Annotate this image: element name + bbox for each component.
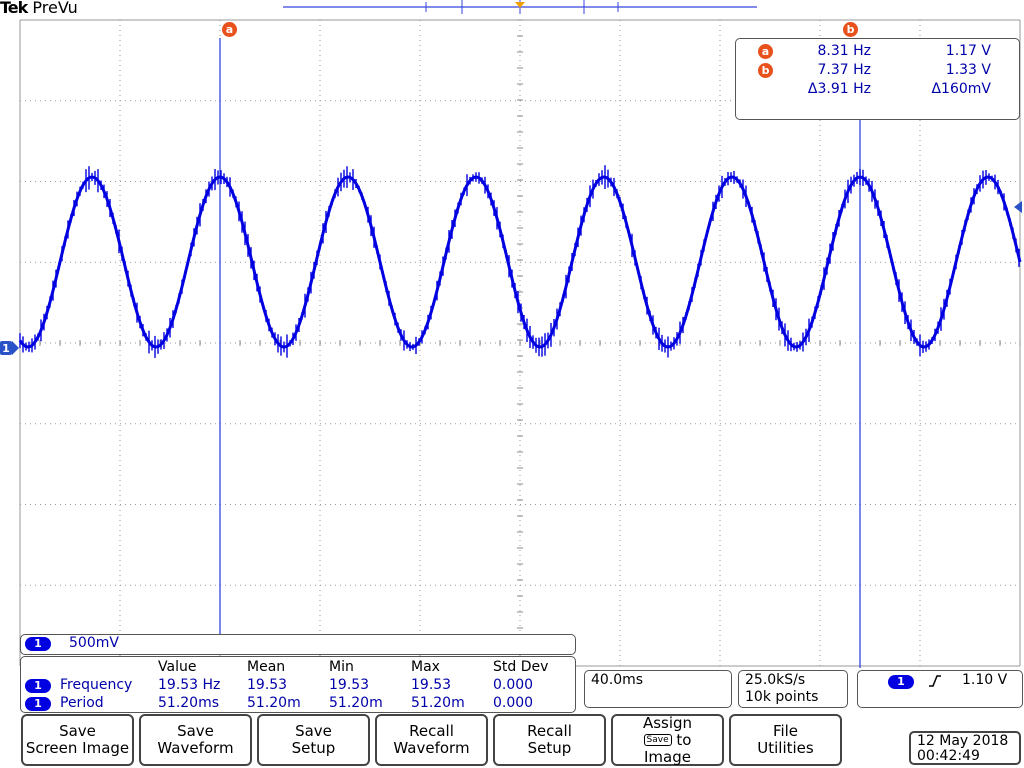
meas-row-1-max: 19.53 — [411, 677, 452, 693]
timebase-scale: 40.0ms — [591, 672, 644, 688]
meas-header-mean: Mean — [247, 659, 286, 675]
button-label: Assign — [642, 713, 693, 732]
button-label: File — [772, 722, 799, 740]
channel-scale-box[interactable]: 1 500mV — [20, 634, 576, 655]
cursor-a-voltage: 1.17 V — [945, 43, 991, 59]
mode-label: PreVu — [32, 0, 78, 17]
channel-scale-value: 500mV — [69, 635, 119, 651]
assign-save-to-image-button[interactable]: Assign Save to Image — [611, 714, 724, 766]
button-label: Waveform — [393, 739, 470, 757]
recall-setup-button[interactable]: Recall Setup — [493, 714, 606, 766]
sample-rate: 25.0kS/s — [745, 672, 806, 688]
meas-row-2-stddev: 0.000 — [493, 695, 534, 711]
cursor-a-marker[interactable]: a — [222, 22, 237, 37]
meas-row-2-mean: 51.20m — [247, 695, 301, 711]
cursor-delta-frequency: Δ3.91 Hz — [807, 81, 871, 97]
meas-header-min: Min — [329, 659, 354, 675]
meas-row-1-stddev: 0.000 — [493, 677, 534, 693]
button-label: Setup — [291, 739, 336, 757]
record-length: 10k points — [745, 689, 819, 705]
trigger-box[interactable]: 1 1.10 V — [857, 670, 1023, 708]
trigger-source-badge: 1 — [888, 675, 914, 689]
meas-row-2-value: 51.20ms — [158, 695, 220, 711]
meas-row-2-min: 51.20m — [329, 695, 383, 711]
cursor-b-voltage: 1.33 V — [945, 62, 991, 78]
meas-row-1-channel-badge: 1 — [25, 679, 51, 693]
button-label: Utilities — [757, 739, 814, 757]
cursor-b-marker[interactable]: b — [843, 22, 858, 37]
date-time-display: 12 May 2018 00:42:49 — [909, 731, 1021, 765]
meas-row-1-min: 19.53 — [329, 677, 370, 693]
acquisition-box[interactable]: 25.0kS/s 10k points — [738, 670, 848, 708]
waveform-noise — [19, 165, 1020, 358]
save-waveform-button[interactable]: Save Waveform — [139, 714, 252, 766]
readout-b-marker: b — [758, 63, 773, 78]
recall-waveform-button[interactable]: Recall Waveform — [375, 714, 488, 766]
file-utilities-button[interactable]: File Utilities — [729, 714, 842, 766]
cursor-b-frequency: 7.37 Hz — [817, 62, 872, 78]
button-label: Waveform — [157, 739, 234, 757]
button-label: Save to — [643, 730, 692, 749]
save-key-icon: Save — [643, 733, 672, 746]
meas-row-1-mean: 19.53 — [247, 677, 288, 693]
svg-text:1: 1 — [2, 342, 10, 355]
meas-row-1-value: 19.53 Hz — [158, 677, 221, 693]
date-label: 12 May 2018 — [917, 733, 1009, 749]
cursor-readout-panel: a 8.31 Hz 1.17 V b 7.37 Hz 1.33 V Δ3.91 … — [735, 38, 1020, 120]
trigger-level-marker[interactable] — [1014, 201, 1022, 213]
meas-row-2-channel-badge: 1 — [25, 697, 51, 711]
meas-row-2-name: Period — [60, 695, 104, 711]
meas-row-1-name: Frequency — [60, 677, 133, 693]
button-label-to: to — [676, 730, 692, 749]
trigger-position-marker[interactable] — [515, 2, 525, 8]
button-label: Save — [59, 722, 96, 740]
button-label: Screen Image — [25, 739, 130, 757]
button-label: Save — [177, 722, 214, 740]
meas-header-max: Max — [411, 659, 440, 675]
time-label: 00:42:49 — [917, 748, 980, 764]
meas-header-stddev: Std Dev — [493, 659, 549, 675]
save-screen-image-button[interactable]: Save Screen Image — [21, 714, 134, 766]
rising-edge-icon — [929, 675, 941, 687]
readout-a-marker: a — [758, 44, 773, 59]
measurement-panel[interactable]: Value Mean Min Max Std Dev 1 Frequency 1… — [20, 656, 576, 713]
button-label: Save — [295, 722, 332, 740]
brand-label: Tek PreVu — [0, 0, 78, 17]
save-setup-button[interactable]: Save Setup — [257, 714, 370, 766]
timebase-box[interactable]: 40.0ms — [584, 670, 732, 708]
trigger-level: 1.10 V — [962, 672, 1008, 688]
button-label: Recall — [527, 722, 572, 740]
button-label: Recall — [409, 722, 454, 740]
meas-header-value: Value — [158, 659, 197, 675]
cursor-delta-voltage: Δ160mV — [931, 81, 991, 97]
button-label: Image — [644, 747, 691, 766]
button-label: Setup — [527, 739, 572, 757]
cursor-a-frequency: 8.31 Hz — [817, 43, 872, 59]
channel-1-ground-marker[interactable]: 1 — [0, 341, 19, 355]
channel-1-badge: 1 — [25, 637, 51, 651]
meas-row-2-max: 51.20m — [411, 695, 465, 711]
